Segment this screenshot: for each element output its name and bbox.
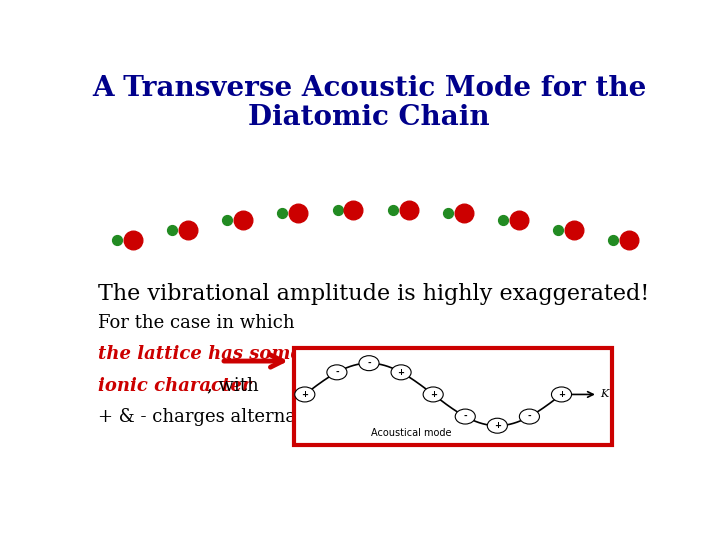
- Circle shape: [519, 409, 539, 424]
- Circle shape: [552, 387, 572, 402]
- Point: [458, 209, 469, 218]
- Point: [111, 236, 122, 245]
- Text: -: -: [464, 412, 467, 421]
- Text: +: +: [397, 368, 405, 377]
- Point: [348, 205, 359, 214]
- Point: [442, 209, 454, 218]
- Point: [127, 236, 138, 245]
- Text: +: +: [494, 421, 501, 430]
- Text: For the case in which: For the case in which: [99, 314, 295, 332]
- Circle shape: [327, 365, 347, 380]
- Point: [498, 216, 509, 225]
- Point: [624, 236, 635, 245]
- Point: [513, 216, 525, 225]
- Text: , with: , with: [207, 377, 259, 395]
- Text: +: +: [558, 390, 565, 399]
- Circle shape: [294, 387, 315, 402]
- Point: [292, 209, 304, 218]
- Text: ionic character: ionic character: [99, 377, 252, 395]
- Point: [387, 205, 398, 214]
- Text: Acoustical mode: Acoustical mode: [371, 428, 451, 438]
- Bar: [294, 348, 612, 445]
- Point: [403, 205, 415, 214]
- Text: A Transverse Acoustic Mode for the: A Transverse Acoustic Mode for the: [92, 75, 646, 102]
- Point: [608, 236, 619, 245]
- Text: -: -: [367, 359, 371, 368]
- Circle shape: [423, 387, 444, 402]
- Circle shape: [455, 409, 475, 424]
- Point: [238, 216, 249, 225]
- Circle shape: [391, 365, 411, 380]
- Point: [182, 226, 194, 234]
- Text: Diatomic Chain: Diatomic Chain: [248, 104, 490, 131]
- Point: [221, 216, 233, 225]
- Text: + & - charges alternating:: + & - charges alternating:: [99, 408, 339, 426]
- Point: [166, 226, 178, 234]
- Text: +: +: [430, 390, 436, 399]
- Point: [332, 205, 343, 214]
- Text: +: +: [302, 390, 308, 399]
- Point: [568, 226, 580, 234]
- Text: The vibrational amplitude is highly exaggerated!: The vibrational amplitude is highly exag…: [99, 283, 649, 305]
- Text: -: -: [335, 368, 338, 377]
- Point: [552, 226, 564, 234]
- Text: -: -: [528, 412, 531, 421]
- Circle shape: [487, 418, 508, 433]
- Text: the lattice has some: the lattice has some: [99, 346, 302, 363]
- Point: [276, 209, 288, 218]
- Text: K: K: [600, 389, 609, 400]
- Circle shape: [359, 356, 379, 370]
